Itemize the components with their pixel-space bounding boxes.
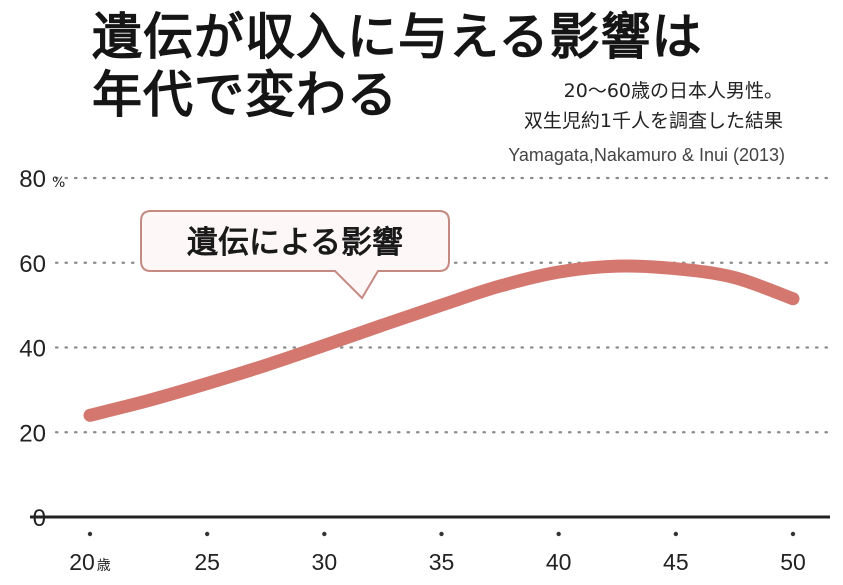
series-line [83, 259, 800, 422]
y-tick-label: 80 [19, 166, 46, 193]
x-tick-mark [204, 531, 210, 537]
x-tick-mark [673, 531, 679, 537]
x-tick-mark [322, 531, 327, 537]
x-tick-label: 50 [780, 549, 806, 575]
x-tick-label: 30 [312, 549, 338, 575]
x-tick-label: 20 歳 [69, 549, 111, 575]
y-tick-label: 40 [19, 336, 46, 363]
x-tick-mark [87, 531, 93, 537]
y-tick-label: 60 [19, 251, 46, 278]
x-tick-mark [556, 531, 561, 537]
subtitle-note-line-2: 双生児約1千人を調査した結果 [523, 110, 783, 132]
x-axis-labels: 20 歳 25 30 35 40 45 50 [69, 531, 806, 575]
series-callout: 遺伝による影響 [140, 210, 450, 300]
callout-box [140, 210, 450, 300]
x-tick-label: 25 [194, 549, 220, 575]
subtitle-note-line-1: 20～60歳の日本人男性。 [563, 80, 783, 102]
y-axis-labels: 020406080% [19, 166, 65, 532]
x-tick-mark [439, 531, 444, 537]
callout-label: 遺伝による影響 [187, 225, 403, 261]
chart-title-line-1: 遺伝が収入に与える影響は [92, 8, 703, 66]
x-tick-mark [790, 531, 796, 537]
x-tick-label: 40 [546, 549, 572, 575]
chart-title-line-2: 年代で変わる [92, 66, 398, 124]
x-tick-label: 45 [663, 549, 689, 575]
y-unit-label: % [52, 175, 65, 191]
x-unit-label: 歳 [97, 558, 111, 574]
source-citation: Yamagata,Nakamuro & Inui (2013) [508, 145, 785, 165]
series-layer [83, 259, 800, 422]
y-tick-label: 20 [19, 420, 46, 447]
x-tick-label: 35 [429, 549, 455, 575]
